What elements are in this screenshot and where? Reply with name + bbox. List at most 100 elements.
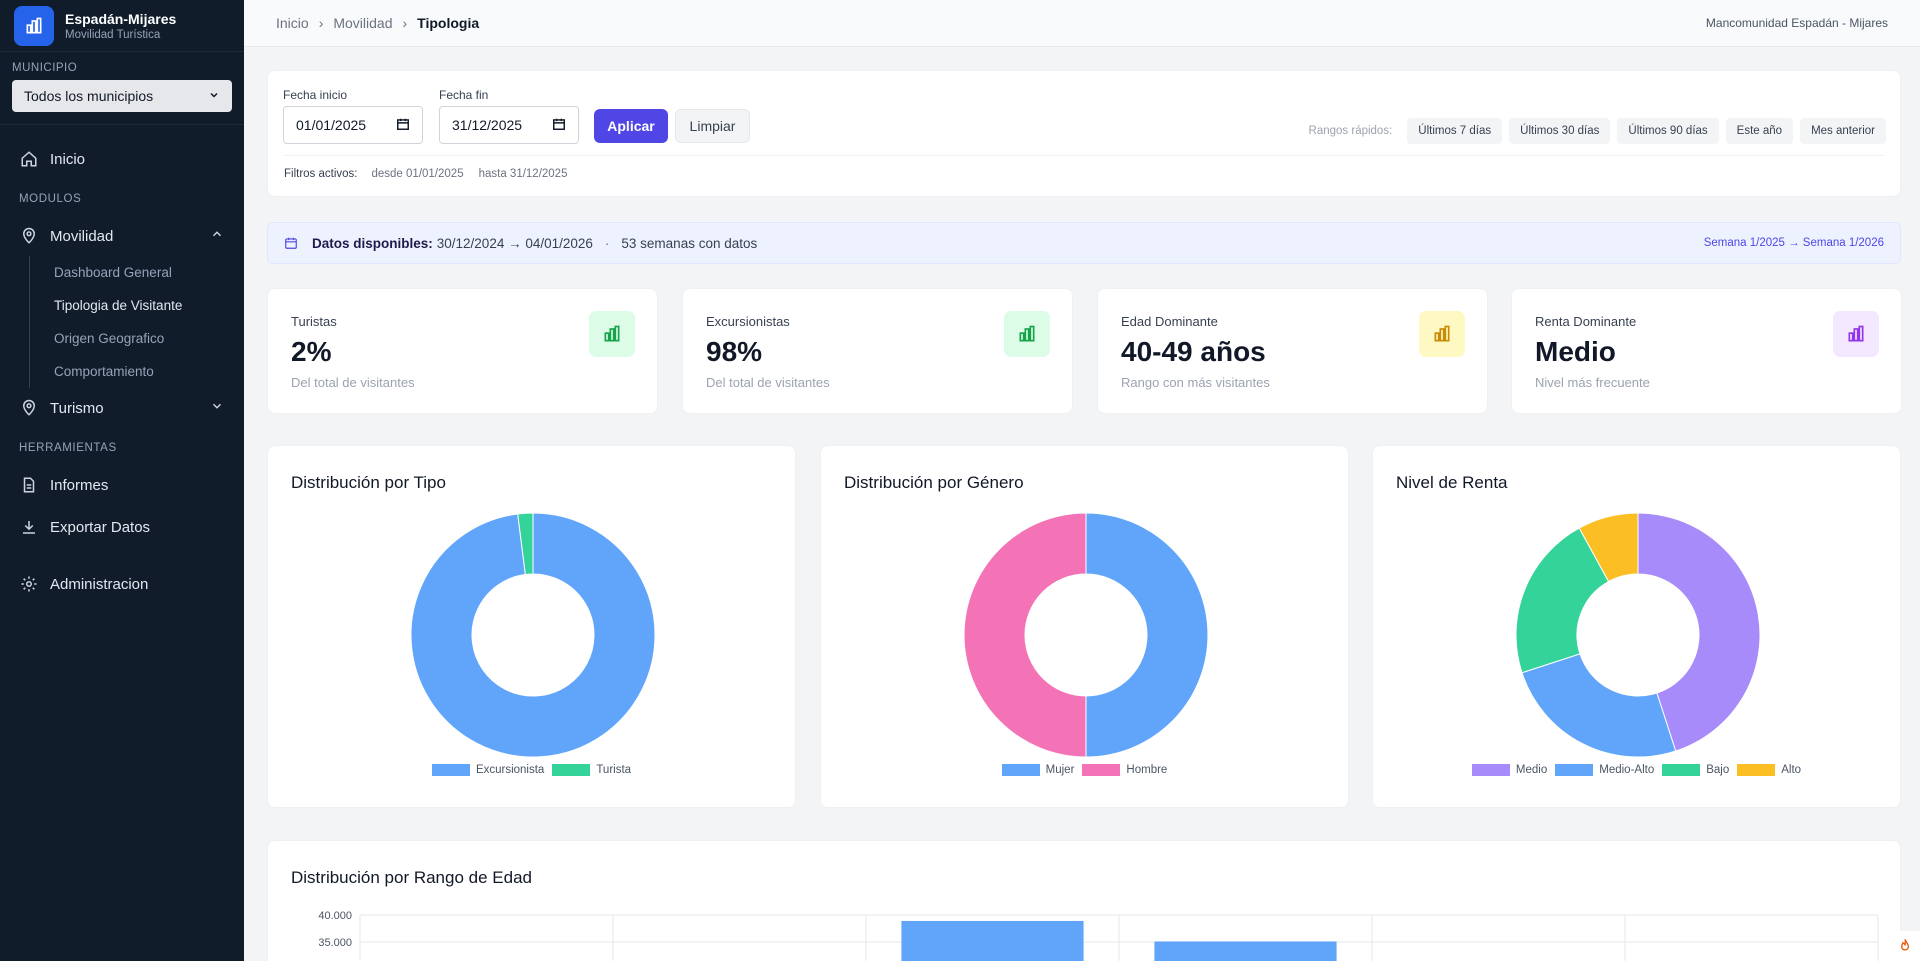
chart-title: Distribución por Rango de Edad [291,868,532,887]
age-bar[interactable] [1154,941,1337,961]
nav-turismo[interactable]: Turismo [0,388,244,428]
nav-inicio-label: Inicio [50,150,86,168]
legend-item[interactable]: Bajo [1662,764,1729,776]
org-name: Mancomunidad Espadán - Mijares [1705,16,1888,30]
sidebar-item-tipologia[interactable]: Tipologia de Visitante [54,298,183,313]
brand[interactable]: Espadán-Mijares Movilidad Turística [0,0,244,52]
legend-label: Alto [1781,764,1802,776]
filter-divider [284,155,1884,156]
nav-exportar[interactable]: Exportar Datos [0,507,244,547]
movilidad-submenu: Dashboard General Tipologia de Visitante… [29,256,244,388]
donut-chart-genero[interactable] [961,510,1211,760]
donut-chart-tipo[interactable] [408,510,658,760]
nav-exportar-label: Exportar Datos [50,518,151,536]
donut-slice-medio[interactable] [1637,512,1761,752]
end-date-input[interactable]: 31/12/2025 [439,106,579,144]
stat-subtitle: Del total de visitantes [291,375,415,390]
chart-legend: Excursionista Turista [268,764,795,776]
chart-title: Nivel de Renta [1396,473,1508,492]
stat-label: Renta Dominante [1535,314,1637,329]
chart-logo-icon [14,5,54,46]
quick-range-90d[interactable]: Últimos 90 días [1617,118,1719,144]
y-tick-label: 40.000 [318,910,352,922]
calendar-icon [284,236,298,250]
legend-swatch [552,764,591,776]
nav-informes[interactable]: Informes [0,465,244,505]
weeks-range: Semana 1/2025 → Semana 1/2026 [1703,237,1884,249]
map-pin-icon [20,399,38,417]
chevron-right-icon: › [402,15,408,31]
chart-card-genero: Distribución por Género Mujer Hombre [820,445,1349,808]
sidebar-item-dashboard-general[interactable]: Dashboard General [54,265,172,280]
donut-chart-renta[interactable] [1513,510,1763,760]
breadcrumb-inicio[interactable]: Inicio [276,15,309,31]
calendar-icon[interactable] [396,117,410,134]
active-filter-to: hasta 31/12/2025 [478,168,568,180]
municipio-label: MUNICIPIO [12,62,78,74]
legend-item[interactable]: Alto [1737,764,1801,776]
legend-label: Turista [596,764,632,776]
donut-slice-bajo[interactable] [1515,527,1610,674]
donut-slice-turista[interactable] [517,512,534,576]
chevron-down-icon [208,88,220,104]
data-availability-bar: Datos disponibles: 30/12/2024 → 04/01/20… [267,222,1901,264]
stat-label: Edad Dominante [1121,314,1218,329]
stat-card-renta: Renta Dominante Medio Nivel más frecuent… [1511,288,1902,414]
download-icon [20,518,38,536]
nav-movilidad[interactable]: Movilidad [0,216,244,256]
legend-item[interactable]: Turista [552,764,631,776]
active-filters-label: Filtros activos: [284,168,358,180]
quick-range-last-month[interactable]: Mes anterior [1800,118,1886,144]
legend-item[interactable]: Mujer [1001,764,1075,776]
legend-swatch [431,764,470,776]
chevron-down-icon [210,399,224,417]
donut-slice-hombre[interactable] [963,512,1087,758]
start-date-input[interactable]: 01/01/2025 [283,106,423,144]
end-date-value: 31/12/2025 [452,117,523,133]
bar-chart-icon [1833,311,1879,357]
clear-button[interactable]: Limpiar [675,109,750,143]
legend-item[interactable]: Medio-Alto [1555,764,1654,776]
chart-card-renta: Nivel de Renta Medio Medio-Alto Bajo Alto [1372,445,1901,808]
nav-administracion-label: Administracion [50,575,149,593]
topbar: Inicio › Movilidad › Tipologia Mancomuni… [244,0,1920,47]
quick-range-year[interactable]: Este año [1725,118,1794,144]
stat-value: 40-49 años [1121,336,1266,367]
legend-item[interactable]: Hombre [1082,764,1167,776]
data-availability-weeks: 53 semanas con datos [621,235,758,251]
donut-slice-excursionista[interactable] [410,512,656,758]
flame-icon[interactable] [1890,931,1920,961]
legend-item[interactable]: Medio [1471,764,1547,776]
breadcrumb-movilidad[interactable]: Movilidad [333,15,393,31]
document-icon [20,476,38,494]
quick-range-30d[interactable]: Últimos 30 días [1509,118,1611,144]
legend-item[interactable]: Excursionista [431,764,545,776]
donut-slice-medio-alto[interactable] [1521,653,1677,758]
municipio-select[interactable]: Todos los municipios [12,80,232,112]
donut-slice-mujer[interactable] [1085,512,1209,758]
legend-label: Excursionista [475,764,545,776]
stat-value: Medio [1535,336,1616,367]
age-bar[interactable] [901,920,1084,961]
legend-label: Mujer [1045,764,1075,776]
sidebar-item-origen[interactable]: Origen Geografico [54,331,165,346]
sidebar-item-comportamiento[interactable]: Comportamiento [54,364,154,379]
filter-card: Fecha inicio 01/01/2025 Fecha fin 31/12/… [267,70,1901,197]
quick-range-7d[interactable]: Últimos 7 días [1407,118,1503,144]
calendar-icon[interactable] [552,117,566,134]
chart-title: Distribución por Tipo [291,473,446,492]
bar-chart-icon [1004,311,1050,357]
bar-chart-edad[interactable]: 40.000 35.000 [268,901,1898,961]
stat-label: Excursionistas [706,314,790,329]
end-date-label: Fecha fin [439,88,489,102]
stat-card-excursionistas: Excursionistas 98% Del total de visitant… [682,288,1073,414]
nav-inicio[interactable]: Inicio [0,139,244,179]
chart-card-edad: Distribución por Rango de Edad 40.000 35.… [267,840,1901,961]
brand-subtitle: Movilidad Turística [65,28,161,41]
stat-value: 98% [706,336,763,367]
donut-slice-alto[interactable] [1578,512,1639,583]
start-date-value: 01/01/2025 [296,117,367,133]
active-filters: Filtros activos: desde 01/01/2025 hasta … [284,168,582,180]
apply-button[interactable]: Aplicar [594,109,668,143]
nav-administracion[interactable]: Administracion [0,564,244,604]
